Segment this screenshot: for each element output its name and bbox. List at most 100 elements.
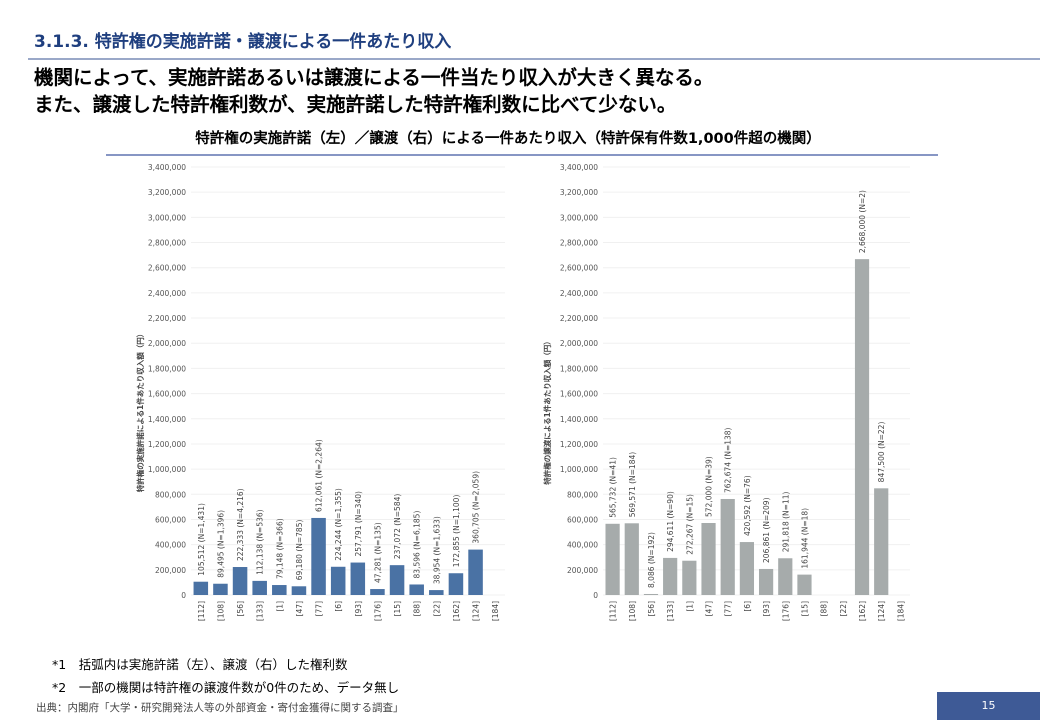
bar [758, 568, 774, 595]
bar [311, 517, 326, 595]
x-tick-label: [176] [781, 601, 790, 621]
y-tick-label: 2,600,000 [560, 264, 598, 273]
x-tick-label: [6] [334, 601, 343, 612]
y-tick-label: 2,000,000 [148, 339, 186, 348]
y-tick-label: 1,800,000 [148, 364, 186, 373]
y-tick-label: 3,200,000 [148, 188, 186, 197]
chart-title: 特許権の実施許諾（左）／譲渡（右）による一件あたり収入（特許保有件数1,000件… [195, 131, 821, 147]
bar [291, 586, 307, 595]
bar [448, 573, 464, 595]
x-tick-label: [184] [491, 601, 500, 621]
bar [232, 567, 248, 595]
x-tick-label: [162] [452, 601, 461, 621]
y-tick-label: 2,800,000 [148, 239, 186, 248]
data-label: 572,000 (N=39) [705, 456, 714, 517]
y-tick-label: 1,200,000 [148, 440, 186, 449]
x-tick-label: [162] [858, 601, 867, 621]
x-tick-label: [22] [432, 601, 441, 616]
y-tick-label: 1,000,000 [148, 465, 186, 474]
data-label: 762,674 (N=138) [724, 427, 733, 493]
data-label: 47,281 (N=135) [373, 522, 382, 583]
section-title: 3.1.3. 特許権の実施許諾・譲渡による一件あたり収入 [34, 32, 452, 52]
bar [778, 558, 793, 595]
data-label: 89,495 (N=1,396) [216, 510, 225, 578]
x-tick-label: [1] [685, 601, 694, 612]
y-tick-label: 600,000 [155, 515, 186, 524]
data-label: 222,333 (N=4,216) [236, 488, 245, 561]
bar [389, 565, 405, 595]
bar [643, 593, 659, 595]
y-tick-label: 400,000 [567, 541, 598, 550]
data-label: 206,861 (N=209) [762, 497, 771, 563]
y-tick-label: 3,400,000 [560, 163, 598, 172]
headline: 機関によって、実施許諾あるいは譲渡による一件当たり収入が大きく異なる。 また、譲… [34, 64, 713, 118]
y-tick-label: 600,000 [567, 515, 598, 524]
bar [701, 522, 716, 595]
y-tick-label: 2,800,000 [560, 239, 598, 248]
y-tick-label: 3,000,000 [148, 213, 186, 222]
y-tick-label: 2,000,000 [560, 339, 598, 348]
data-label: 291,818 (N=11) [781, 492, 790, 553]
note-1: *1 括弧内は実施許諾（左）、譲渡（右）した権利数 [52, 657, 348, 672]
page-number: 15 [937, 692, 1040, 720]
y-tick-label: 1,000,000 [560, 465, 598, 474]
data-label: 112,138 (N=536) [256, 509, 265, 575]
data-label: 2,668,000 (N=2) [858, 190, 867, 253]
data-label: 565,732 (N=41) [609, 457, 618, 518]
x-tick-label: [93] [762, 601, 771, 616]
data-label: 172,855 (N=1,100) [452, 495, 461, 568]
bar [272, 585, 287, 595]
data-label: 105,512 (N=1,431) [197, 503, 206, 576]
y-tick-label: 800,000 [567, 490, 598, 499]
x-tick-label: [15] [393, 601, 402, 616]
x-tick-label: [112] [197, 601, 206, 621]
y-tick-label: 1,800,000 [560, 364, 598, 373]
bar [720, 498, 735, 595]
x-tick-label: [56] [236, 601, 245, 616]
bar [739, 542, 755, 595]
x-tick-label: [47] [295, 601, 304, 616]
bar [874, 488, 889, 595]
data-label: 360,705 (N=2,059) [472, 471, 481, 544]
data-label: 38,954 (N=1,633) [432, 516, 441, 584]
x-tick-label: [112] [609, 601, 618, 621]
data-label: 257,791 (N=340) [354, 491, 363, 557]
bar [409, 584, 424, 595]
bar [468, 549, 483, 595]
x-tick-label: [108] [628, 601, 637, 621]
y-tick-label: 2,400,000 [560, 289, 598, 298]
y-tick-label: 1,200,000 [560, 440, 598, 449]
x-tick-label: [88] [413, 601, 422, 616]
y-tick-label: 2,600,000 [148, 264, 186, 273]
x-tick-label: [176] [373, 601, 382, 621]
y-tick-label: 1,600,000 [148, 390, 186, 399]
data-label: 224,244 (N=1,355) [334, 488, 343, 561]
bar [663, 557, 678, 595]
bar [330, 566, 346, 595]
y-tick-label: 3,200,000 [560, 188, 598, 197]
bar [193, 581, 209, 595]
bar [213, 583, 228, 595]
bar [429, 590, 444, 595]
data-label: 69,180 (N=785) [295, 520, 304, 581]
y-tick-label: 1,400,000 [560, 415, 598, 424]
x-tick-label: [1] [275, 601, 284, 612]
bar [350, 562, 366, 595]
data-label: 237,072 (N=584) [393, 494, 402, 560]
y-tick-label: 1,400,000 [148, 415, 186, 424]
x-tick-label: [124] [877, 601, 886, 621]
y-tick-label: 2,400,000 [148, 289, 186, 298]
bar [252, 580, 267, 595]
y-tick-label: 0 [593, 591, 598, 600]
bar [682, 560, 697, 595]
data-label: 294,611 (N=90) [666, 491, 675, 552]
data-label: 847,500 (N=22) [877, 422, 886, 483]
data-label: 272,267 (N=15) [685, 494, 694, 555]
x-tick-label: [22] [839, 601, 848, 616]
y-axis-title: 特許権の譲渡による1件あたり収入額（円） [542, 337, 552, 485]
bar [624, 523, 639, 595]
y-tick-label: 2,200,000 [148, 314, 186, 323]
y-tick-label: 400,000 [155, 541, 186, 550]
data-label: 569,571 (N=184) [628, 452, 637, 518]
x-tick-label: [77] [315, 601, 324, 616]
